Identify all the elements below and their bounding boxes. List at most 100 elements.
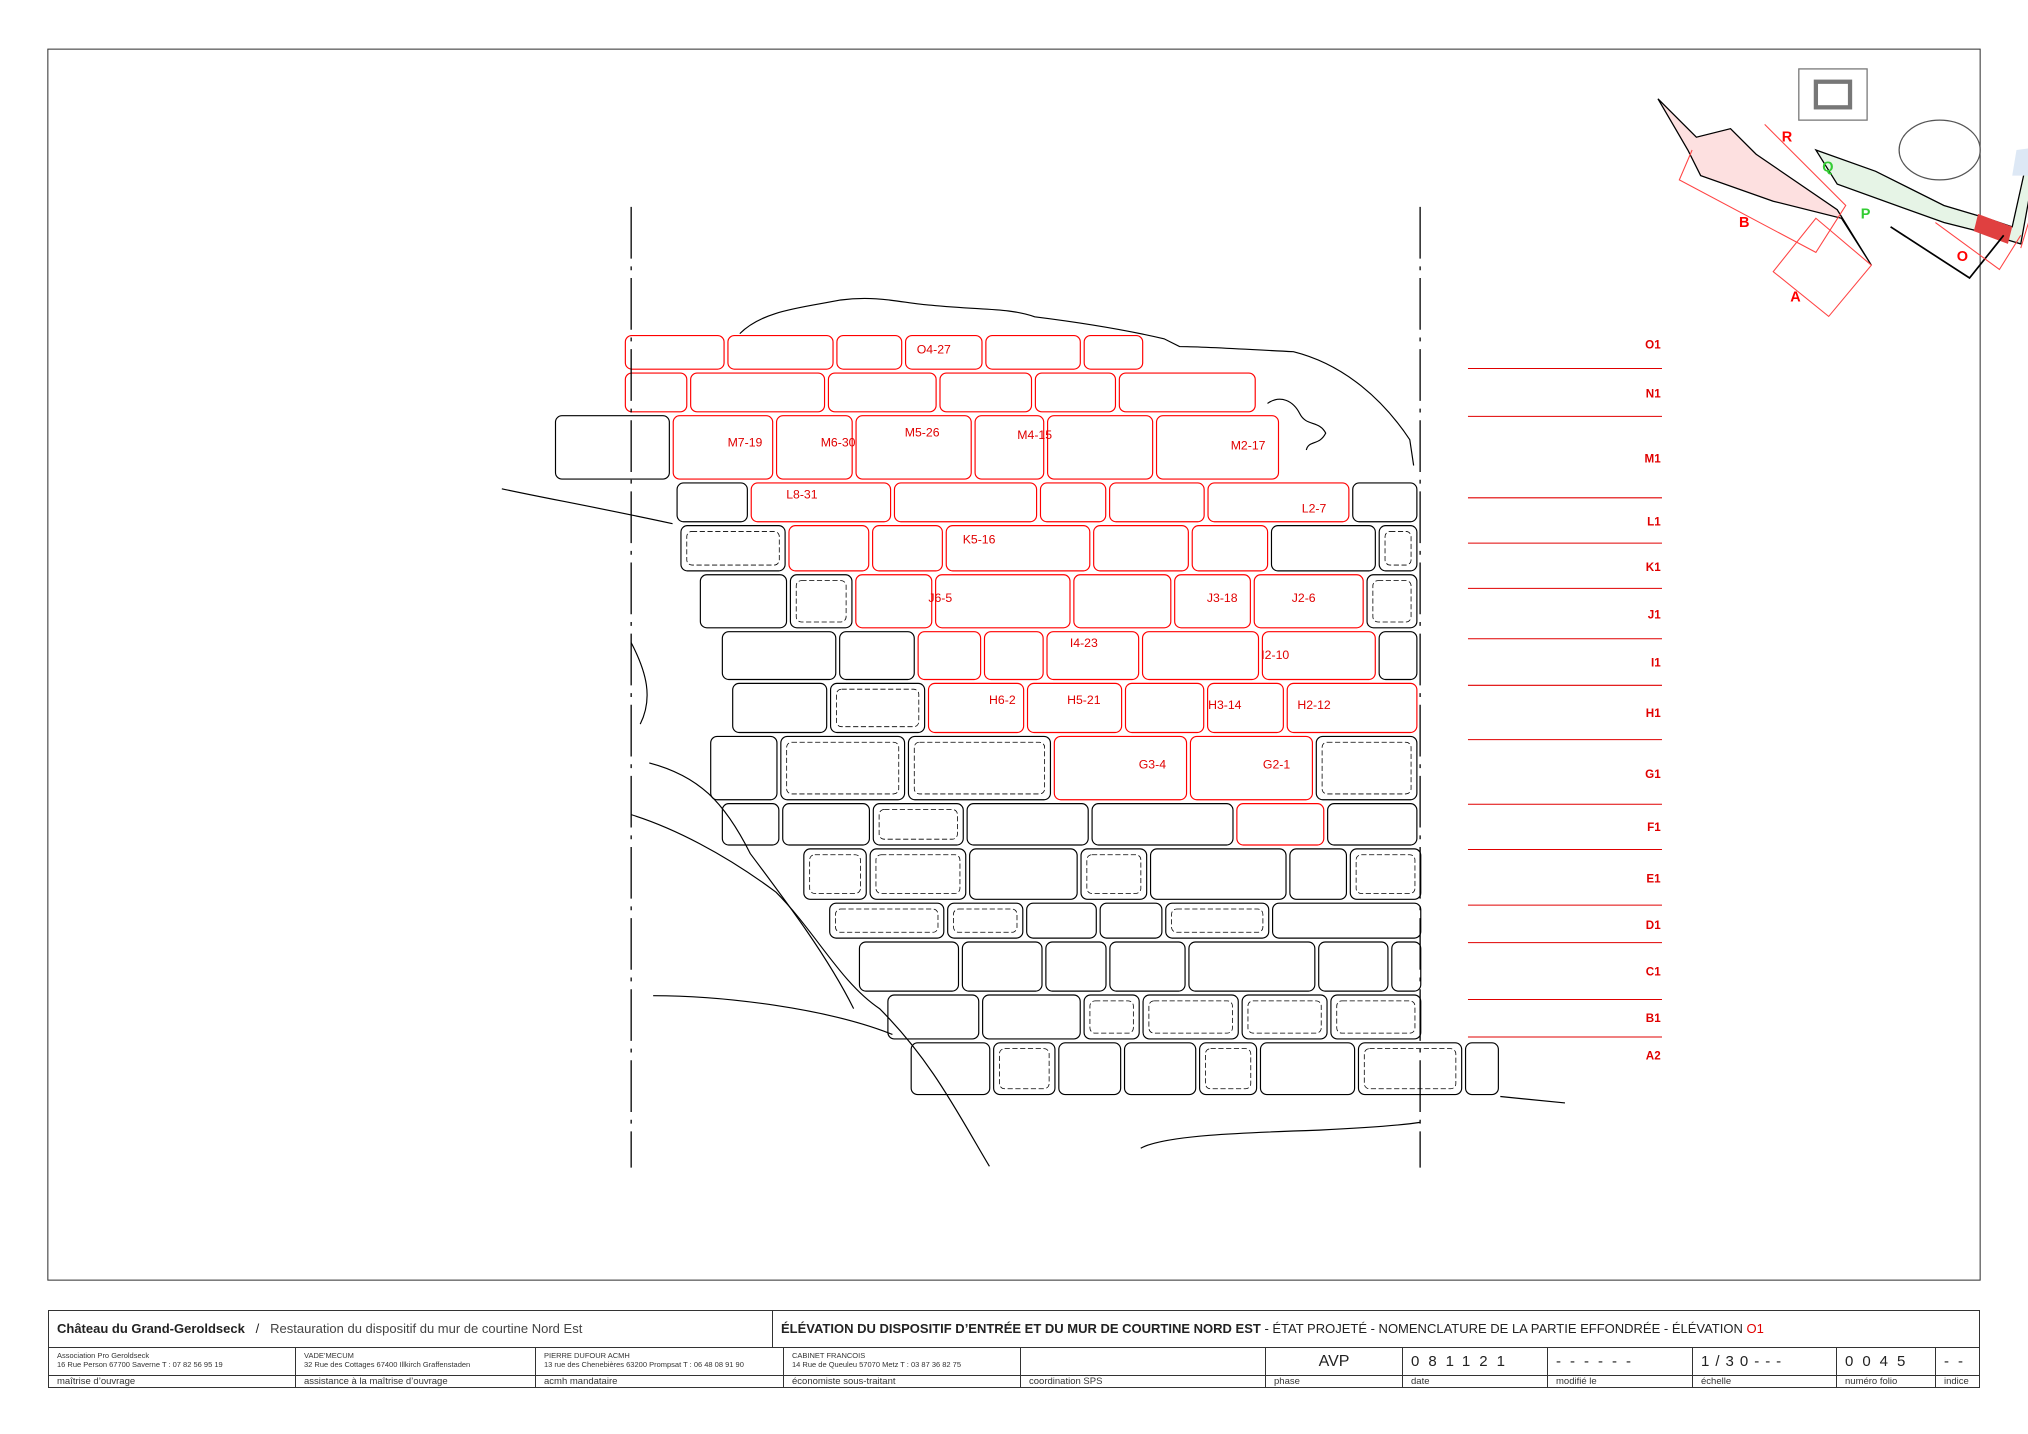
collapsed-stone: [727, 334, 834, 370]
collapsed-stone: [775, 415, 853, 480]
stone-face-outline: [1086, 854, 1142, 894]
collapsed-stone: [904, 334, 983, 370]
stone-label: H5-21: [1067, 693, 1101, 707]
stone-label: L8-31: [786, 487, 818, 501]
party-address: CABINET FRANCOIS 14 Rue de Queuleu 57070 …: [784, 1348, 1021, 1376]
collapsed-stone: [836, 334, 903, 370]
course-label: N1: [1646, 388, 1661, 401]
existing-stone: [1099, 902, 1163, 939]
collapsed-stone: [1174, 574, 1251, 629]
party-role: économiste sous-traitant: [784, 1376, 1021, 1388]
existing-stone: [1270, 525, 1376, 572]
date-value: 081121: [1403, 1348, 1548, 1376]
course-label: I1: [1651, 657, 1661, 670]
existing-stone: [1026, 902, 1097, 939]
course-label: M1: [1645, 452, 1662, 465]
stone-face-outline: [1384, 531, 1412, 566]
phase-value: AVP: [1266, 1348, 1403, 1376]
collapsed-stone: [1141, 631, 1260, 681]
stone-label: M7-19: [728, 436, 763, 450]
party-role: maîtrise d’ouvrage: [49, 1376, 296, 1388]
collapsed-stone: [1053, 735, 1188, 801]
course-label: E1: [1646, 873, 1661, 886]
collapsed-stone: [1189, 735, 1313, 801]
stone-face-outline: [1247, 1000, 1322, 1034]
existing-stone: [680, 525, 786, 572]
existing-stone: [1272, 902, 1422, 939]
existing-stone: [1241, 994, 1328, 1040]
collapsed-stone: [1047, 415, 1154, 480]
stone-face-outline: [836, 688, 920, 728]
wall-stones: [554, 334, 1499, 1096]
collapsed-stone: [1253, 574, 1364, 629]
course-label: G1: [1645, 768, 1661, 781]
collapsed-stone: [624, 334, 725, 370]
stone-label: L2-7: [1302, 502, 1327, 516]
stone-face-outline: [878, 809, 958, 840]
collapsed-stone: [1207, 682, 1284, 734]
modified-label: modifié le: [1548, 1376, 1693, 1388]
collapsed-stone: [1039, 482, 1107, 523]
stone-labels: O4-27 M7-19 M6-30 M5-26 M4-15 M2-17 L8-31 L2-7 K…: [728, 343, 1331, 772]
stone-label: M2-17: [1231, 438, 1266, 452]
course-label: F1: [1647, 821, 1661, 834]
existing-stone: [554, 415, 670, 480]
course-labels: O1 N1 M1 L1 K1 J1 I1 H1 G1 F1 E1 D1 C1 B1 A2: [1467, 338, 1662, 1063]
existing-stone: [1259, 1042, 1356, 1096]
title-block: Château du Grand-Geroldseck / Restaurati…: [48, 1310, 1980, 1388]
course-label: D1: [1646, 919, 1661, 932]
collapsed-stone: [750, 482, 892, 523]
existing-stone: [1045, 941, 1107, 992]
existing-stone: [1109, 941, 1186, 992]
collapsed-stone: [893, 482, 1038, 523]
existing-stone: [858, 941, 960, 992]
existing-stone: [803, 848, 867, 900]
stone-face-outline: [1205, 1048, 1252, 1090]
stone-face-outline: [835, 908, 939, 933]
existing-stone: [782, 803, 870, 846]
stone-face-outline: [1355, 854, 1416, 894]
existing-stone: [1330, 994, 1422, 1040]
project-title: Château du Grand-Geroldseck / Restaurati…: [49, 1311, 773, 1348]
existing-stone: [676, 482, 748, 523]
party-role: acmh mandataire: [536, 1376, 784, 1388]
existing-stone: [1464, 1042, 1499, 1096]
project-subtitle: Restauration du dispositif du mur de cou…: [270, 1321, 583, 1336]
stone-face-outline: [913, 741, 1046, 795]
collapsed-stone: [827, 372, 937, 413]
stone-label: M4-15: [1017, 428, 1052, 442]
existing-stone: [1149, 848, 1287, 900]
stone-label: I2-10: [1261, 648, 1289, 662]
existing-stone: [1142, 994, 1239, 1040]
collapsed-stone: [1093, 525, 1189, 572]
drawing-title-rest: - ÉTAT PROJETÉ - NOMENCLATURE DE LA PART…: [1260, 1321, 1747, 1336]
folio-label: numéro folio: [1837, 1376, 1936, 1388]
stone-label: O4-27: [917, 343, 951, 357]
existing-stone: [732, 682, 828, 734]
stone-label: J6-5: [928, 591, 952, 605]
existing-stone: [699, 574, 788, 629]
course-label: J1: [1648, 609, 1661, 622]
stone-face-outline: [1372, 580, 1412, 623]
collapsed-stone: [872, 525, 943, 572]
phase-label: phase: [1266, 1376, 1403, 1388]
collapsed-stone: [985, 334, 1081, 370]
stone-face-outline: [686, 531, 780, 566]
course-label: O1: [1645, 338, 1661, 351]
collapsed-stone: [1236, 803, 1325, 846]
terrain-outlines: [501, 297, 1566, 1167]
collapsed-stone: [672, 415, 774, 480]
existing-stone: [1289, 848, 1348, 900]
stone-face-outline: [786, 741, 900, 795]
existing-stone: [1199, 1042, 1258, 1096]
existing-stone: [1366, 574, 1418, 629]
existing-stone: [829, 682, 926, 734]
collapsed-stone: [1109, 482, 1205, 523]
index-label: indice: [1936, 1376, 1980, 1388]
date-label: date: [1403, 1376, 1548, 1388]
course-label: A2: [1646, 1050, 1661, 1063]
party-address-line: 16 Rue Person 67700 Saverne T : 07 82 56…: [57, 1360, 223, 1369]
stone-face-outline: [1148, 1000, 1233, 1034]
existing-stone: [1318, 941, 1389, 992]
course-label: B1: [1646, 1012, 1661, 1025]
